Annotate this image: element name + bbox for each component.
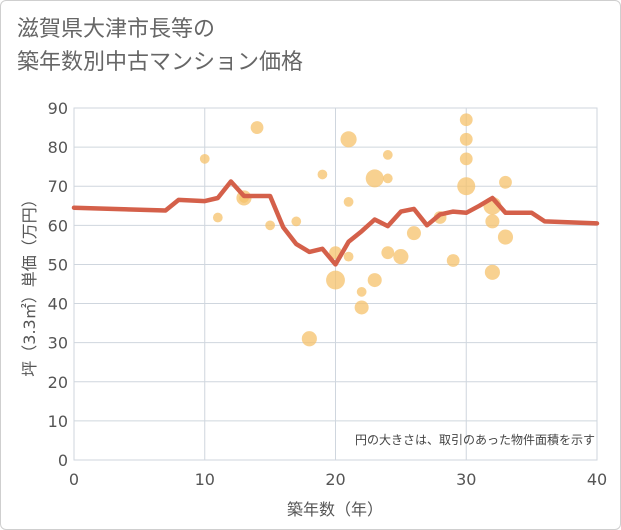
data-bubble — [365, 169, 384, 188]
data-bubble — [382, 173, 393, 184]
y-tick-label: 90 — [48, 99, 68, 118]
data-bubble — [317, 169, 328, 180]
y-axis-label: 坪（3.3㎡）単価（万円） — [20, 191, 39, 376]
data-bubble — [326, 270, 345, 290]
chart-title-line-2: 築年数別中古マンション価格 — [17, 50, 304, 75]
size-annotation: 円の大きさは、取引のあった物件面積を示す — [355, 432, 595, 447]
data-bubble — [484, 264, 500, 280]
data-bubble — [340, 131, 357, 148]
data-bubble — [406, 226, 421, 241]
data-bubble — [446, 254, 460, 267]
tick-labels: 0 10 20 30 40 50 60 70 80 90 0 10 20 30 40 — [48, 99, 608, 489]
data-bubble — [457, 177, 476, 196]
data-bubble — [382, 150, 393, 160]
x-tick-label: 20 — [325, 470, 345, 489]
y-tick-label: 30 — [48, 334, 68, 353]
data-bubble — [367, 273, 382, 288]
data-bubble — [497, 229, 514, 245]
x-tick-label: 0 — [69, 470, 79, 489]
data-bubble — [301, 331, 317, 347]
chart-title-line-1: 滋賀県大津市長等の — [17, 17, 216, 42]
x-axis-label: 築年数（年） — [287, 500, 383, 519]
data-bubble — [343, 196, 354, 207]
data-bubble — [393, 249, 409, 265]
y-tick-label: 40 — [48, 295, 68, 314]
data-bubble — [343, 251, 354, 262]
y-tick-label: 80 — [48, 138, 68, 157]
data-bubble — [199, 153, 210, 164]
data-bubble — [381, 246, 395, 260]
average-price-line — [71, 179, 600, 267]
y-tick-label: 70 — [48, 177, 68, 196]
data-bubble — [459, 152, 473, 166]
grid-lines — [74, 108, 597, 460]
y-tick-label: 60 — [48, 216, 68, 235]
data-bubble — [356, 286, 367, 297]
data-bubble — [499, 175, 512, 189]
line-layer — [71, 179, 600, 267]
data-bubble — [212, 212, 223, 223]
chart-title: 滋賀県大津市長等の 築年数別中古マンション価格 — [17, 13, 303, 79]
data-bubble — [459, 113, 473, 127]
data-bubble — [459, 132, 473, 146]
data-bubble — [250, 121, 264, 134]
y-tick-label: 10 — [48, 412, 68, 431]
data-bubble — [265, 220, 276, 231]
y-tick-label: 50 — [48, 255, 68, 274]
x-tick-label: 40 — [587, 470, 607, 489]
y-tick-label: 0 — [58, 451, 68, 470]
x-tick-label: 30 — [456, 470, 476, 489]
y-tick-label: 20 — [48, 373, 68, 392]
x-tick-label: 10 — [195, 470, 215, 489]
data-bubble — [354, 300, 369, 315]
data-bubble — [485, 214, 500, 229]
data-bubble — [291, 216, 302, 227]
